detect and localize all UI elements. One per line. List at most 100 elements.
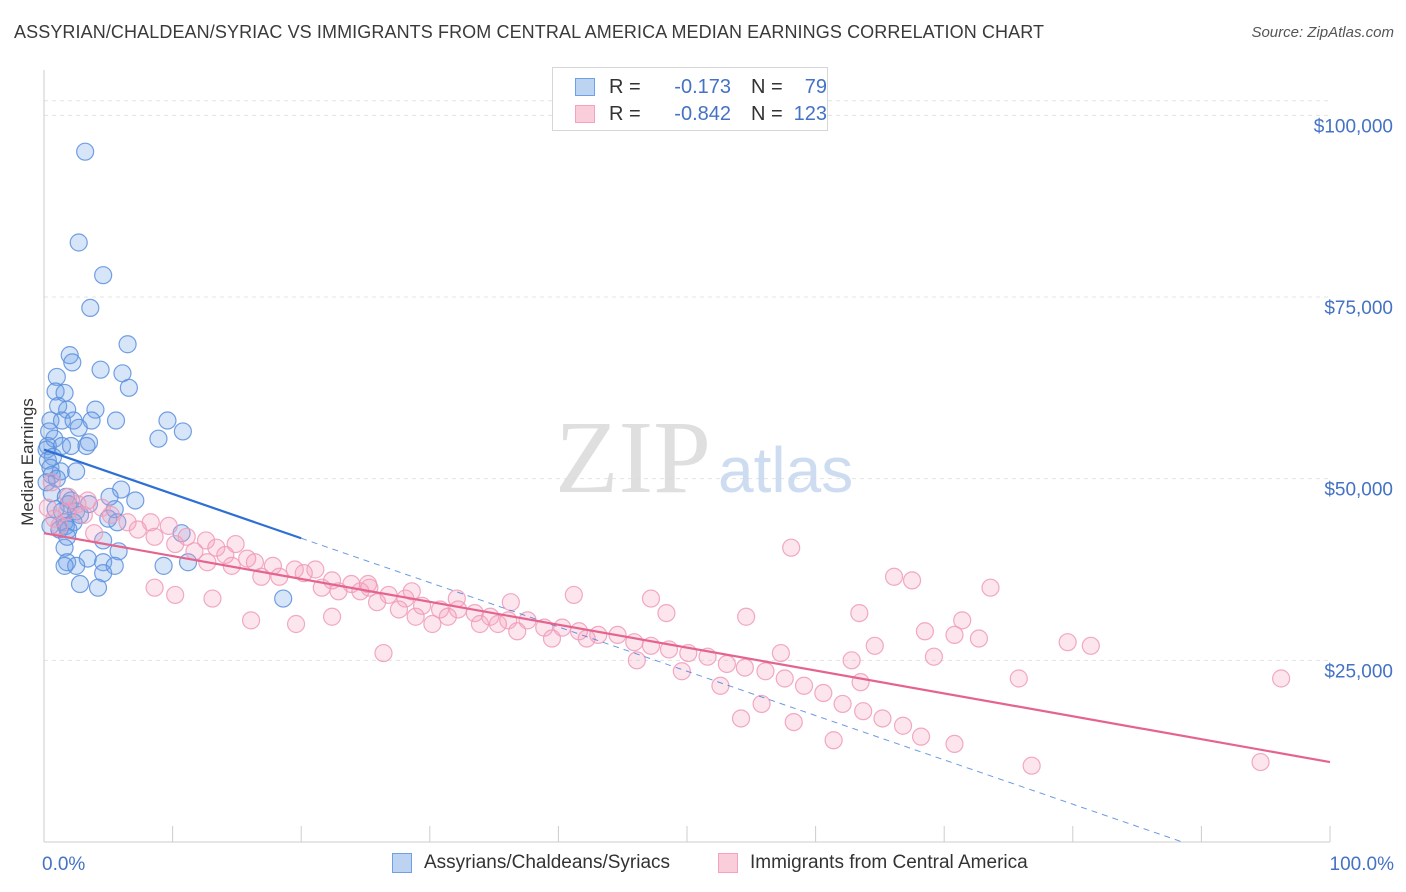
data-point [76,142,95,161]
data-point [37,473,56,492]
data-point [60,346,79,365]
data-point [771,643,790,663]
legend-swatch-blue [575,78,595,96]
series-legend: Assyrians/Chaldeans/Syriacs Immigrants f… [0,852,1406,878]
data-point [101,505,120,525]
data-point [470,614,490,634]
data-point [42,473,61,492]
data-point [216,545,235,565]
data-point [488,614,508,634]
data-point [915,622,935,641]
data-point [86,400,105,419]
y-tick-label: $75,000 [1324,298,1393,319]
data-point [842,651,861,670]
data-point [657,603,676,623]
y-tick-label: $25,000 [1324,661,1393,682]
data-point [126,491,145,510]
legend-r-key: R = [609,102,641,125]
series-assyrians-points [37,142,293,608]
data-point [173,422,192,441]
data-point [737,607,756,626]
data-point [784,712,803,732]
data-point [322,607,342,626]
data-point [69,418,88,437]
legend-n-key: N = [751,102,783,125]
data-point [358,574,378,594]
gridlines [44,100,1330,661]
legend-row-blue: R = -0.173 N = 79 [575,75,827,99]
data-point [711,676,730,695]
data-point [55,538,74,557]
legend-swatch-blue [392,853,412,873]
data-point [564,585,583,605]
data-point [38,498,57,517]
data-point [274,589,293,608]
data-point [106,411,126,430]
legend-n-key: N = [751,75,783,98]
data-point [794,676,814,695]
trend-line-pink [43,532,1331,764]
legend-label: Immigrants from Central America [750,852,1028,873]
data-point [94,553,113,572]
data-point [70,574,90,594]
data-point [67,462,86,481]
legend-swatch-pink [718,853,738,873]
data-point [61,436,81,456]
data-point [158,411,177,430]
data-point [911,727,931,746]
data-point [865,636,884,655]
data-point [154,556,173,575]
data-point [873,709,892,728]
data-point [286,614,306,634]
data-point [119,378,138,397]
legend-item-central-america[interactable]: Immigrants from Central America [718,852,1028,874]
data-point [893,716,913,735]
data-point [824,731,843,750]
data-point [85,524,104,543]
data-point [77,436,96,456]
legend-row-pink: R = -0.842 N = 123 [575,102,827,126]
data-point [46,382,65,401]
data-point [782,538,801,557]
data-point [945,734,964,754]
data-point [166,534,185,554]
x-tick-labels: 0.0% 100.0% [42,854,1394,875]
data-point [91,360,110,379]
y-tick-label: $100,000 [1314,116,1393,137]
data-point [1022,756,1041,775]
data-point [58,400,77,419]
y-axis-label: Median Earnings [18,398,37,526]
y-tick-labels: $25,000 $50,000 $75,000 $100,000 [1314,116,1393,682]
data-point [69,233,88,252]
data-point [389,600,409,619]
data-point [1081,636,1100,655]
legend-r-key: R = [609,75,641,98]
data-point [105,556,124,575]
legend-label: Assyrians/Chaldeans/Syriacs [424,852,671,873]
data-point [731,709,751,728]
data-point [1251,752,1270,772]
data-point [672,662,691,681]
data-point [542,629,562,648]
data-point [501,593,520,612]
data-point [735,658,754,677]
data-point [1272,669,1291,688]
data-point [981,578,1000,597]
data-point [94,266,113,285]
watermark-zip: ZIP [555,400,711,515]
legend-swatch-pink [575,105,595,123]
data-point [88,578,108,597]
data-point [1009,669,1028,688]
data-point [508,622,527,641]
data-point [81,298,100,317]
data-point [717,654,736,674]
data-point [854,702,873,721]
legend-n-value: 79 [804,75,827,98]
data-point [145,578,164,597]
legend-item-assyrians[interactable]: Assyrians/Chaldeans/Syriacs [392,852,670,874]
data-point [108,513,127,532]
data-point [902,571,922,590]
data-point [438,607,457,626]
trend-line-blue [43,448,302,540]
